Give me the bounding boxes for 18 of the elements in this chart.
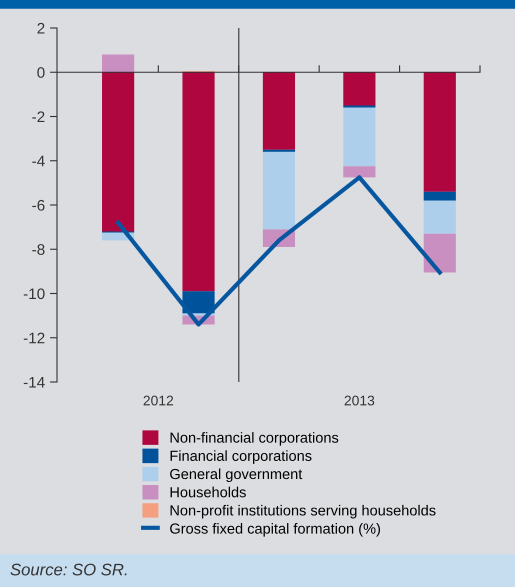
y-tick-label: 0 (37, 67, 45, 78)
legend-label: General government (170, 468, 302, 482)
y-tick-label: -12 (24, 332, 44, 344)
text: 2013 (344, 396, 374, 406)
y-tick-label: -8 (32, 244, 45, 255)
legend-label: Households (170, 486, 246, 498)
legend-label: Gross fixed capital formation (%) (170, 523, 380, 537)
legend-label: Non-financial corporations (170, 432, 338, 446)
y-tick-label: -4 (32, 156, 45, 166)
y-tick-label: -10 (24, 288, 45, 300)
y-tick-label: -6 (32, 200, 45, 211)
y-tick-label: 2 (37, 22, 44, 34)
source-note: Source: SO SR. (10, 564, 127, 576)
legend-label: Financial corporations (170, 450, 312, 464)
legend-label: Non-profit institutions serving households (170, 504, 436, 518)
y-tick-label: -14 (24, 377, 45, 388)
y-tick-label: -2 (32, 111, 44, 122)
text: 2012 (144, 396, 174, 406)
